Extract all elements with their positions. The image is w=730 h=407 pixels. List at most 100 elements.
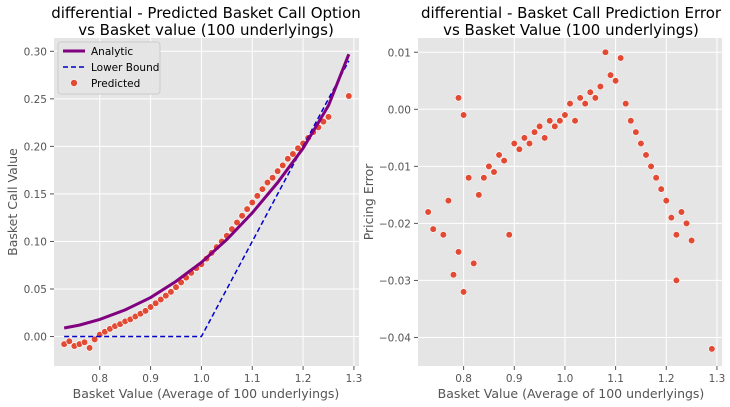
scatter-point (424, 208, 432, 216)
scatter-point (515, 145, 523, 153)
scatter-point (622, 99, 630, 108)
scatter-point (157, 295, 165, 304)
y-tick-label: 0.20 (24, 141, 47, 153)
scatter-point (677, 208, 686, 216)
y-tick-label: −0.03 (379, 275, 411, 287)
y-tick-label: 0.10 (24, 236, 47, 248)
scatter-point (85, 344, 94, 352)
scatter-point (454, 248, 463, 256)
scatter-point (454, 94, 463, 102)
scatter-point (439, 231, 447, 239)
scatter-point (652, 174, 660, 182)
scatter-point (475, 191, 483, 199)
x-tick-label: 1.2 (295, 373, 312, 385)
plot-area-right (418, 38, 722, 366)
scatter-point (460, 111, 468, 119)
y-tick-label: 0.00 (388, 104, 411, 116)
scatter-point (546, 117, 554, 125)
x-tick-label: 1.1 (607, 373, 624, 385)
chart-title-line1-right: differential - Basket Call Prediction Er… (421, 4, 722, 22)
x-axis-label-left: Basket Value (Average of 100 underlyings… (73, 386, 340, 401)
scatter-point (551, 122, 559, 131)
scatter-point (258, 185, 267, 193)
x-tick-label: 1.0 (193, 373, 210, 385)
scatter-point (637, 139, 645, 148)
scatter-point (571, 117, 579, 125)
scatter-point (601, 48, 610, 56)
scatter-point (91, 335, 99, 343)
scatter-point (80, 338, 89, 346)
scatter-point (581, 99, 589, 108)
scatter-point (485, 162, 493, 170)
y-tick-label: 0.01 (388, 47, 411, 59)
y-axis-label-right: Pricing Error (361, 163, 376, 240)
scatter-point (248, 198, 256, 207)
scatter-point (541, 134, 549, 142)
legend-label-predicted: Predicted (91, 78, 140, 90)
scatter-point (535, 122, 544, 131)
scatter-point (627, 117, 635, 125)
x-tick-label: 0.8 (91, 373, 108, 385)
scatter-point (500, 157, 508, 165)
gridlines-left (54, 38, 359, 366)
scatter-point (596, 82, 605, 91)
legend: Analytic Lower Bound Predicted (57, 41, 161, 95)
scatter-point (324, 113, 333, 121)
analytic-line (63, 53, 351, 330)
y-tick-label: 0.05 (24, 284, 47, 296)
scatter-point (495, 151, 503, 159)
legend-box (57, 41, 161, 95)
scatter-point (561, 111, 569, 119)
scatter-point (647, 162, 655, 170)
scatter-point (586, 88, 594, 96)
scatter-point (465, 174, 473, 182)
scatter-point (556, 117, 564, 125)
scatter-point (444, 196, 453, 205)
scatter-point (274, 167, 282, 175)
scatter-point (152, 299, 160, 307)
chart-title-line1-left: differential - Predicted Basket Call Opt… (51, 4, 361, 22)
ticks-left: 0.8 0.9 1.0 1.1 1.2 1.3 0.00 0.05 0.10 0.15 0.20 0.… (24, 46, 363, 385)
scatter-point (662, 196, 670, 205)
scatter-point (253, 192, 261, 200)
scatter-point (642, 151, 650, 159)
chart-title-line2-right: vs Basket Value (100 underlyings) (443, 21, 699, 39)
scatter-point (611, 77, 620, 85)
scatter-point (632, 128, 640, 136)
gridlines-right (418, 38, 722, 366)
scatter-point (591, 94, 599, 102)
chart-title-line2-left: vs Basket value (100 underlyings) (78, 21, 334, 39)
y-axis-label-left: Basket Call Value (5, 148, 20, 256)
scatter-point (480, 174, 488, 182)
scatter-point (233, 218, 241, 227)
scatter-point (520, 134, 529, 142)
x-axis-label-right: Basket Value (Average of 100 underlyings… (438, 386, 705, 401)
x-tick-label: 0.9 (142, 373, 159, 385)
chart-left: 0.8 0.9 1.0 1.1 1.2 1.3 0.00 0.05 0.10 0.15 0.20 0.… (5, 4, 362, 401)
x-tick-label: 0.9 (506, 373, 523, 385)
legend-label-analytic: Analytic (91, 46, 133, 58)
scatter-point (429, 225, 437, 233)
x-tick-label: 1.0 (557, 373, 574, 385)
scatter-point (672, 276, 681, 285)
scatter-point (460, 288, 468, 296)
x-tick-label: 1.2 (658, 373, 675, 385)
scatter-point (490, 168, 498, 176)
y-tick-label: −0.04 (379, 332, 411, 344)
scatter-point (606, 71, 615, 79)
y-tick-label: 0.30 (24, 46, 47, 58)
scatter-point (345, 92, 353, 100)
scatter-point (687, 236, 696, 245)
scatter-point (65, 337, 73, 345)
y-tick-label: −0.01 (379, 161, 411, 173)
scatter-point (263, 178, 272, 187)
y-tick-label: 0.00 (24, 332, 47, 344)
scatter-point (667, 214, 675, 222)
scatter-point (268, 174, 277, 182)
y-tick-label: −0.02 (379, 218, 411, 230)
scatter-point (657, 185, 665, 193)
scatter-point (530, 128, 539, 136)
scatter-point (576, 94, 584, 102)
marks-right (424, 48, 716, 353)
